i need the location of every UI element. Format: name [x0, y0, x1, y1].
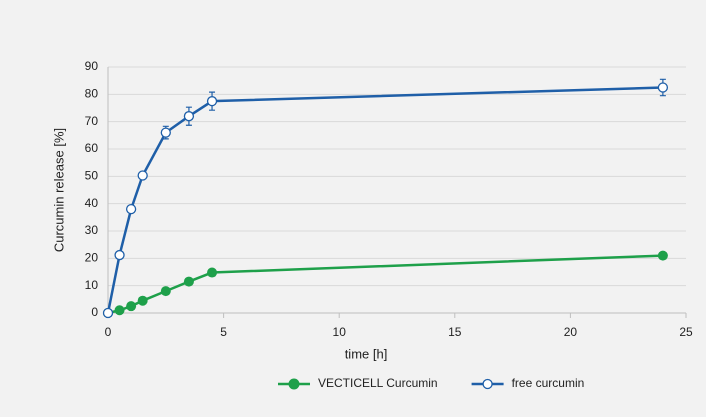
x-tick-label: 10 — [333, 325, 347, 339]
y-tick-label: 50 — [85, 169, 99, 183]
marker — [102, 307, 114, 319]
marker — [183, 111, 195, 122]
x-tick-label: 20 — [564, 325, 578, 339]
x-tick-label: 15 — [448, 325, 462, 339]
marker — [657, 250, 668, 261]
legend-marker — [482, 378, 493, 390]
x-tick-label: 25 — [679, 325, 693, 339]
y-tick-label: 70 — [85, 114, 99, 128]
y-tick-label: 20 — [85, 251, 99, 265]
y-tick-label: 40 — [85, 196, 99, 210]
y-tick-label: 10 — [85, 278, 99, 292]
y-tick-label: 0 — [91, 305, 98, 319]
legend-label: VECTICELL Curcumin — [318, 376, 438, 390]
y-tick-label: 80 — [85, 87, 99, 101]
marker — [137, 170, 148, 181]
legend-marker — [288, 378, 300, 390]
marker — [160, 127, 171, 138]
marker — [125, 203, 137, 215]
legend-label: free curcumin — [512, 376, 585, 390]
marker — [657, 82, 669, 93]
marker — [114, 305, 125, 316]
marker — [206, 96, 218, 107]
y-tick-label: 60 — [85, 141, 99, 155]
marker — [183, 276, 194, 287]
x-tick-label: 5 — [220, 325, 227, 339]
x-tick-label: 0 — [105, 325, 112, 339]
y-tick-label: 90 — [85, 59, 99, 73]
marker — [114, 249, 125, 261]
marker — [207, 267, 218, 278]
marker — [126, 301, 137, 312]
x-axis-label: time [h] — [345, 346, 388, 361]
y-axis-label: Curcumin release [%] — [51, 128, 66, 252]
marker — [137, 295, 148, 306]
y-tick-label: 30 — [85, 223, 99, 237]
marker — [160, 286, 171, 297]
